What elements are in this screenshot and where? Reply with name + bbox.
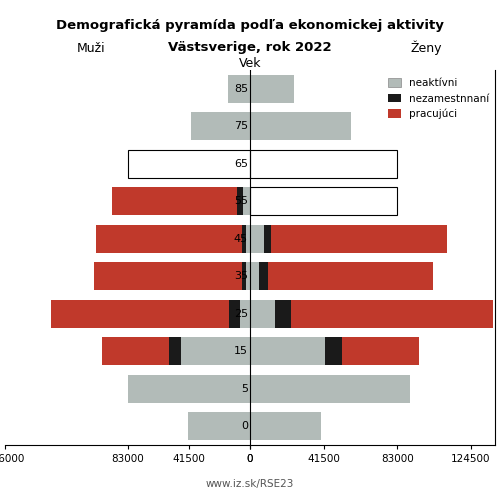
Bar xyxy=(242,224,246,253)
Bar xyxy=(242,262,246,290)
Bar xyxy=(250,374,410,403)
Legend: neaktívni, nezamestnnaní, pracujúci: neaktívni, nezamestnnaní, pracujúci xyxy=(385,75,492,122)
Bar xyxy=(191,112,250,140)
Bar xyxy=(272,224,447,253)
Bar xyxy=(259,262,268,290)
Bar xyxy=(264,224,272,253)
Bar xyxy=(291,300,493,328)
Bar xyxy=(102,337,169,366)
Bar xyxy=(169,337,180,366)
Bar xyxy=(51,300,230,328)
Bar xyxy=(238,187,242,216)
Bar xyxy=(246,262,250,290)
Bar xyxy=(250,112,351,140)
Text: Västsverige, rok 2022: Västsverige, rok 2022 xyxy=(168,41,332,54)
Bar xyxy=(268,262,433,290)
Bar xyxy=(250,224,264,253)
Bar xyxy=(240,300,250,328)
Bar xyxy=(128,374,250,403)
Bar xyxy=(228,74,250,103)
Text: www.iz.sk/RSE23: www.iz.sk/RSE23 xyxy=(206,480,294,490)
Text: 15: 15 xyxy=(234,346,248,356)
Bar xyxy=(250,150,398,178)
Bar xyxy=(230,300,239,328)
Text: 75: 75 xyxy=(234,121,248,131)
Bar xyxy=(250,337,324,366)
Text: 45: 45 xyxy=(234,234,248,244)
Text: 35: 35 xyxy=(234,271,248,281)
Text: 5: 5 xyxy=(241,384,248,394)
Text: Muži: Muži xyxy=(76,42,105,55)
Text: 55: 55 xyxy=(234,196,248,206)
Bar xyxy=(250,412,321,440)
Text: 0: 0 xyxy=(241,421,248,431)
Text: 65: 65 xyxy=(234,159,248,169)
Bar xyxy=(342,337,418,366)
Bar xyxy=(96,224,242,253)
Text: Vek: Vek xyxy=(239,57,261,70)
Text: Demografická pyramída podľa ekonomickej aktivity: Demografická pyramída podľa ekonomickej … xyxy=(56,18,444,32)
Bar xyxy=(250,262,259,290)
Bar xyxy=(246,224,250,253)
Bar xyxy=(250,187,398,216)
Bar xyxy=(242,187,250,216)
Bar xyxy=(94,262,242,290)
Text: 85: 85 xyxy=(234,84,248,94)
Text: Ženy: Ženy xyxy=(410,40,442,55)
Bar xyxy=(128,150,250,178)
Bar xyxy=(188,412,250,440)
Bar xyxy=(324,337,342,366)
Bar xyxy=(112,187,238,216)
Bar xyxy=(250,300,275,328)
Bar xyxy=(180,337,250,366)
Bar xyxy=(275,300,291,328)
Text: 25: 25 xyxy=(234,308,248,319)
Bar xyxy=(250,74,294,103)
